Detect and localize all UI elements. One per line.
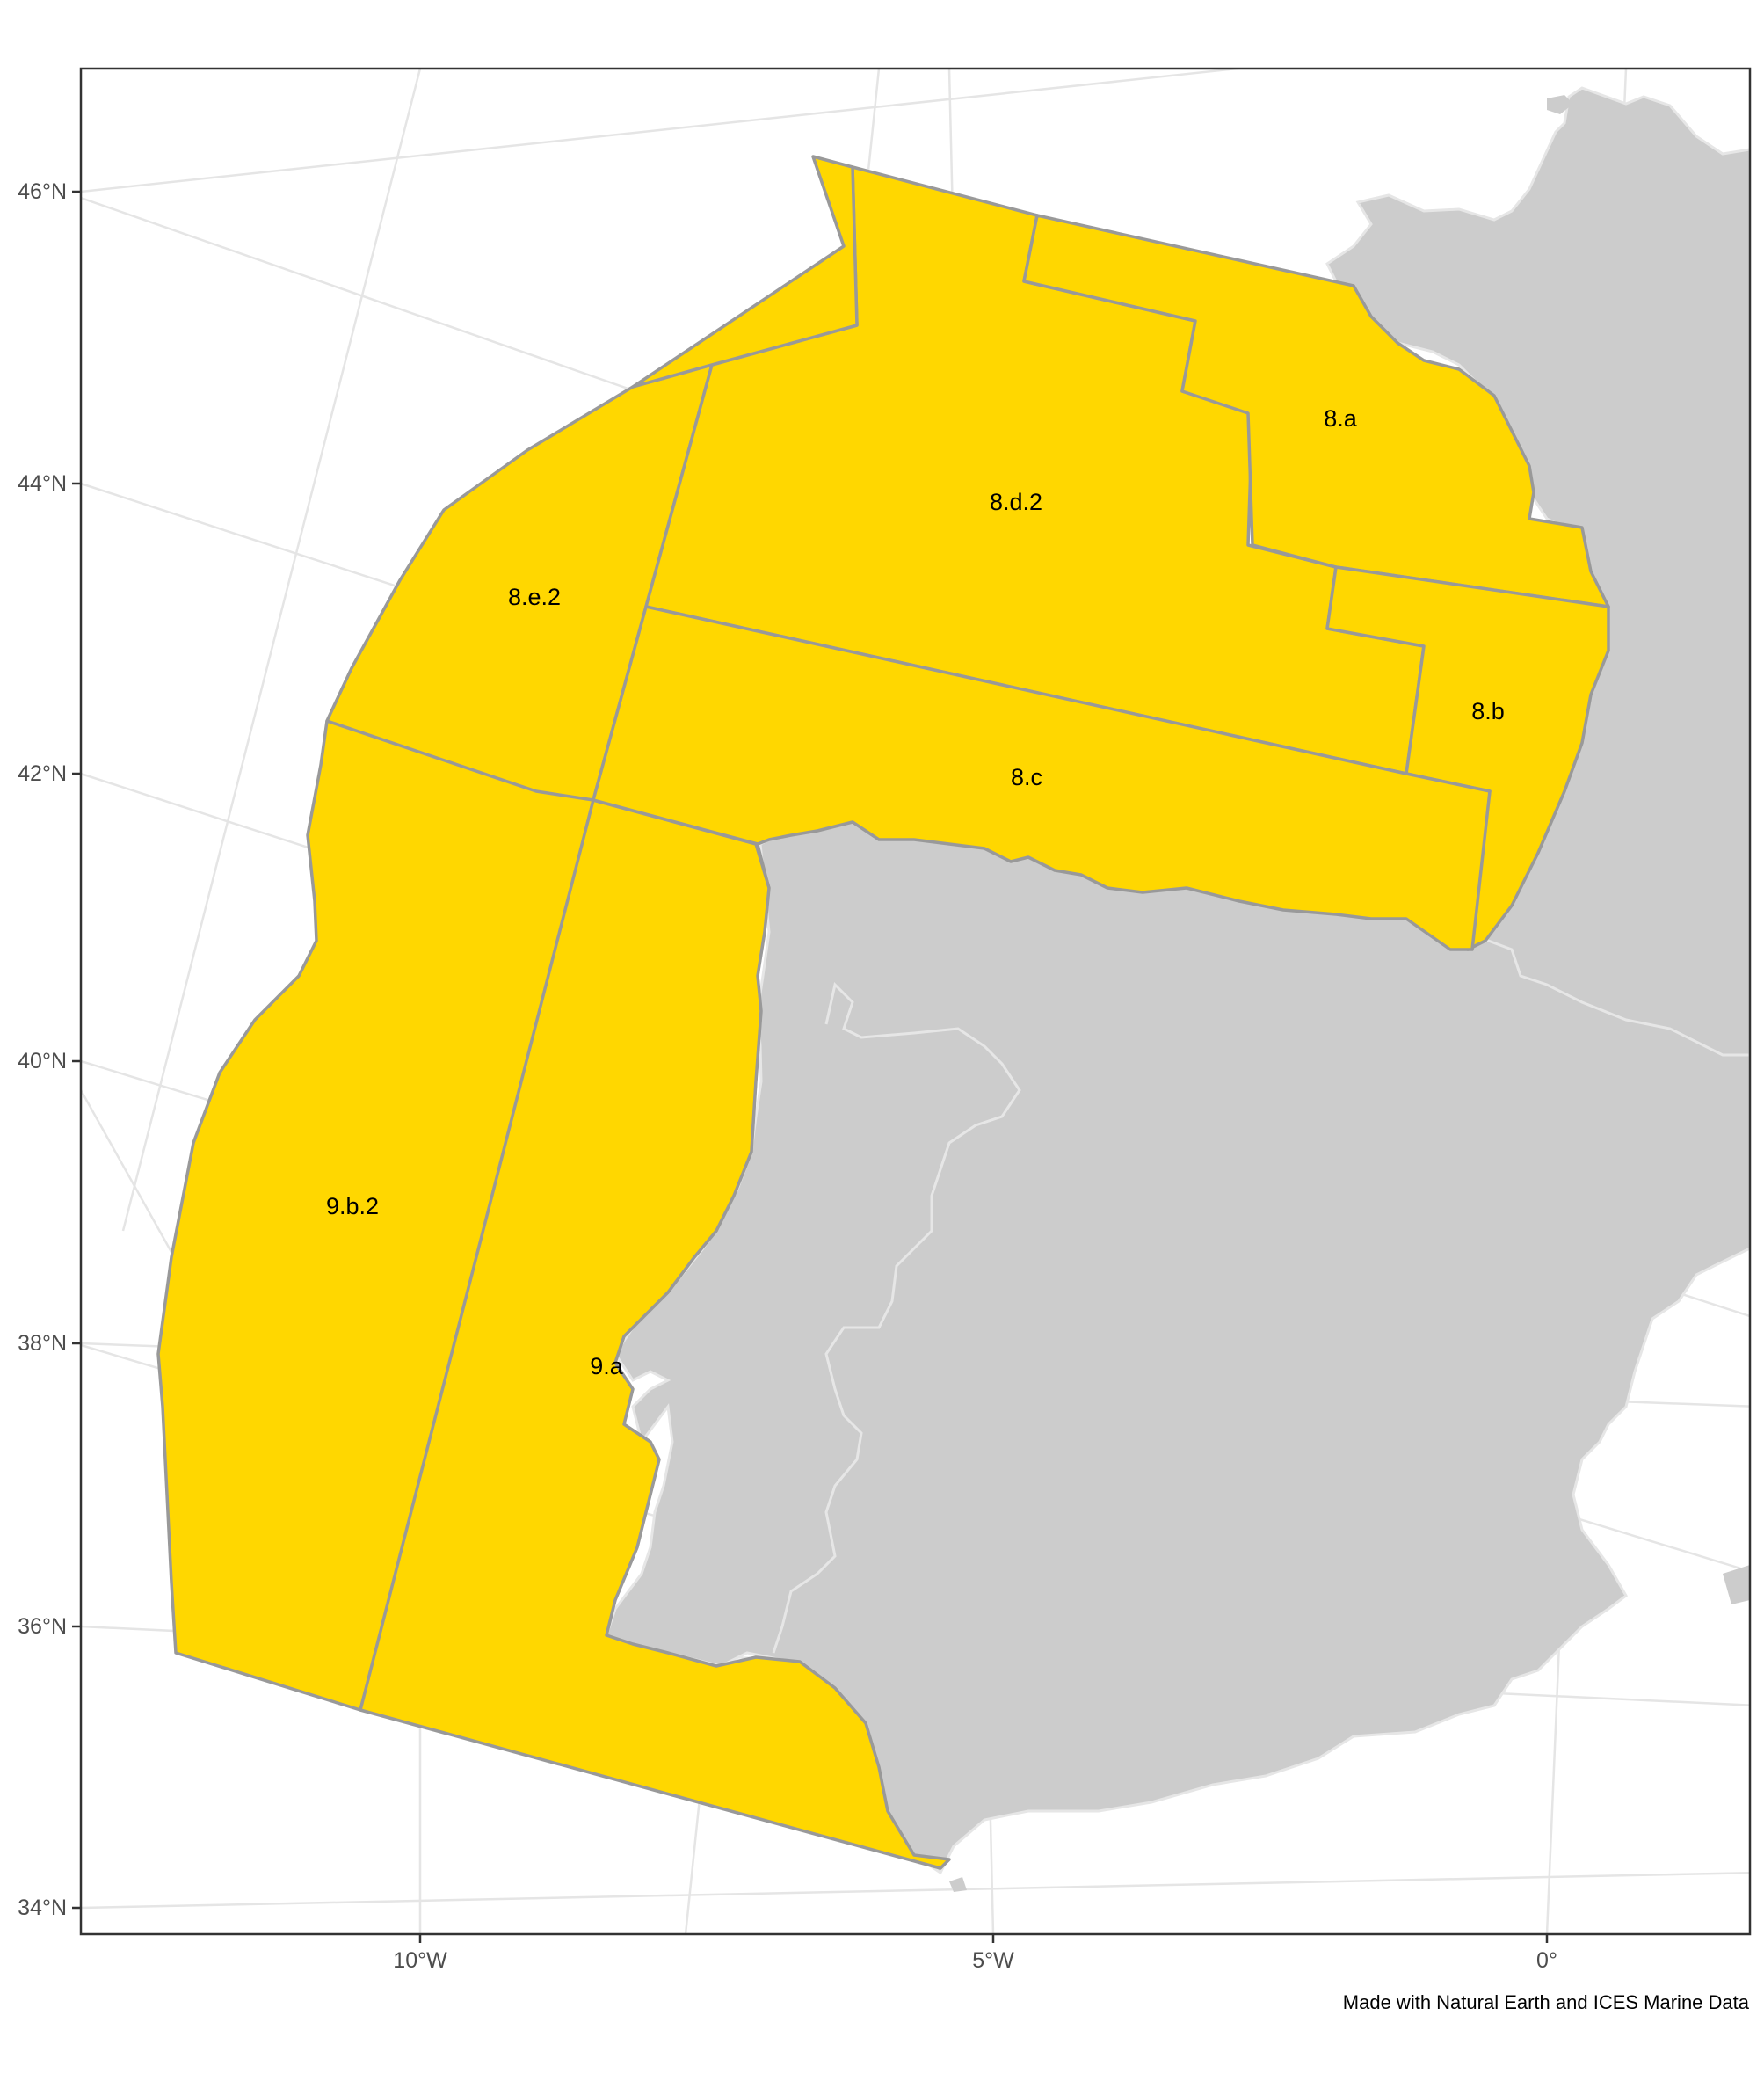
area-8a-shape bbox=[1022, 214, 1610, 608]
coastline-iberia-west bbox=[605, 843, 771, 1636]
graticule-lat-34 bbox=[81, 1871, 1750, 1910]
land-island-north bbox=[1547, 95, 1573, 114]
y-tick-label-44n: 44°N bbox=[18, 471, 67, 496]
y-tick-label-42n: 42°N bbox=[18, 761, 67, 786]
area-8c-shape bbox=[592, 605, 1492, 951]
y-tick-label-40n: 40°N bbox=[18, 1049, 67, 1073]
map-panel-border bbox=[79, 67, 1752, 1936]
land-island-east bbox=[1723, 1565, 1750, 1604]
y-tick-label-34n: 34°N bbox=[18, 1895, 67, 1920]
x-tick-label-5w: 5°W bbox=[972, 1948, 1014, 1973]
y-tick-label-36n: 36°N bbox=[18, 1614, 67, 1639]
graticule-lon-10w-b bbox=[121, 69, 422, 1232]
area-label-8e2: 8.e.2 bbox=[508, 584, 561, 610]
y-tick-label-38n: 38°N bbox=[18, 1331, 67, 1356]
y-tick-label-46n: 46°N bbox=[18, 179, 67, 204]
area-label-9b2: 9.b.2 bbox=[326, 1193, 379, 1219]
area-8b-shape bbox=[1325, 565, 1610, 951]
area-label-8a: 8.a bbox=[1324, 405, 1358, 432]
ices-areas bbox=[156, 155, 1610, 1870]
area-label-8b: 8.b bbox=[1471, 698, 1505, 724]
area-8e2-shape bbox=[325, 363, 714, 802]
map-caption: Made with Natural Earth and ICES Marine … bbox=[1343, 1991, 1750, 2013]
country-borders bbox=[772, 935, 1750, 1654]
area-north-block bbox=[631, 155, 859, 389]
y-axis bbox=[72, 190, 81, 1910]
area-label-8d2: 8.d.2 bbox=[990, 489, 1042, 515]
x-tick-label-10w: 10°W bbox=[393, 1948, 447, 1973]
area-label-9a: 9.a bbox=[590, 1353, 624, 1379]
graticule-lat-46 bbox=[81, 69, 1248, 193]
x-axis bbox=[418, 1934, 1549, 1943]
area-label-8c: 8.c bbox=[1011, 764, 1042, 790]
x-tick-label-0: 0° bbox=[1536, 1948, 1557, 1973]
land-island-coast bbox=[949, 1877, 967, 1892]
